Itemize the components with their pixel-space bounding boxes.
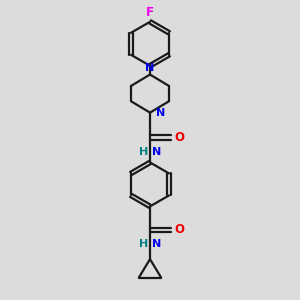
Text: N: N (152, 239, 162, 250)
Text: H: H (139, 239, 148, 250)
Text: N: N (156, 108, 165, 118)
Text: O: O (174, 131, 184, 144)
Text: N: N (152, 147, 162, 157)
Text: N: N (146, 63, 154, 73)
Text: H: H (139, 147, 148, 157)
Text: F: F (146, 6, 154, 19)
Text: O: O (174, 223, 184, 236)
